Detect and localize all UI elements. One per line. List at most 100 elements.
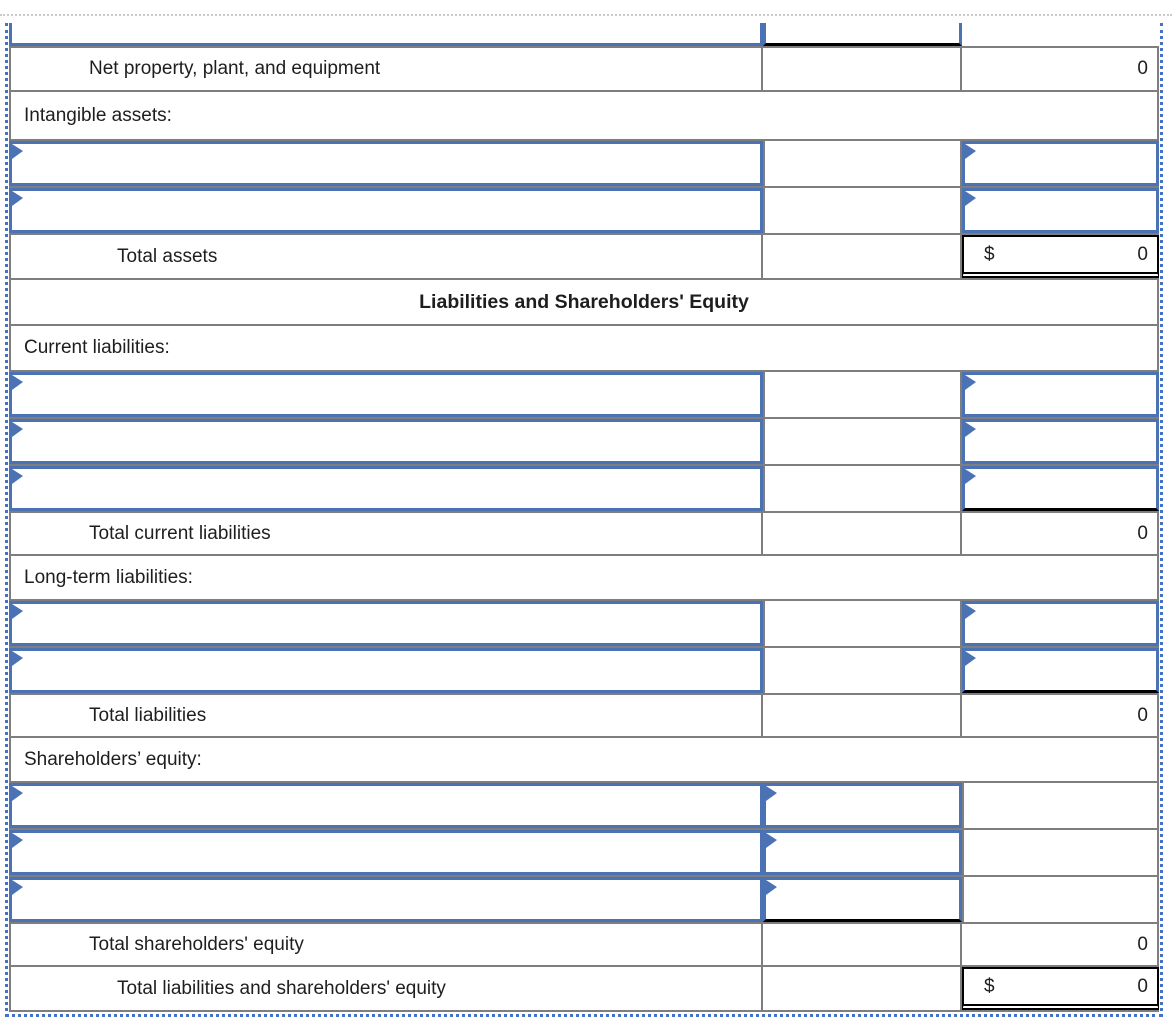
dropdown-flag-icon [12,191,23,206]
amount-input-cell[interactable] [962,372,1159,417]
section-header-label: Long-term liabilities: [9,556,1159,599]
account-select-cell[interactable] [9,601,763,646]
table-row-net-ppe: Net property, plant, and equipment 0 [9,48,1159,92]
dropdown-flag-icon [965,651,976,666]
dropdown-flag-icon [965,144,976,159]
amount-input-cell[interactable] [763,877,962,922]
row-label: Net property, plant, and equipment [9,48,763,90]
account-select-cell[interactable] [9,648,763,693]
dropdown-flag-icon [12,880,23,895]
table-row-current-liab-input-2 [9,419,1159,466]
amount-input-cell[interactable] [962,419,1159,464]
account-select-cell[interactable] [9,141,763,186]
section-header-label: Current liabilities: [9,326,1159,370]
table-row-total-current-liabilities: Total current liabilities 0 [9,513,1159,556]
amount-input-cell[interactable] [962,141,1159,186]
empty-cell [962,23,1159,46]
spacer-cell [763,967,962,1010]
amount-input-cell[interactable] [763,783,962,828]
account-select-cell[interactable] [9,466,763,511]
dropdown-flag-icon [12,651,23,666]
spacer-cell [962,783,1159,828]
table-row-total-liabilities-and-equity: Total liabilities and shareholders' equi… [9,967,1159,1012]
account-select-cell[interactable] [9,188,763,233]
value-cell: 0 [962,695,1159,736]
table-row-current-liab-input-1 [9,372,1159,419]
worksheet-selection-area: Net property, plant, and equipment 0 Int… [5,23,1163,1017]
table-row-shareholders-equity-header: Shareholders’ equity: [9,738,1159,783]
currency-symbol: $ [984,975,995,997]
spacer-cell [763,235,962,278]
table-row-equity-input-2 [9,830,1159,877]
spacer-cell [763,601,962,646]
table-row-equity-input-1 [9,783,1159,830]
account-select-cell[interactable] [9,419,763,464]
table-row-total-assets: Total assets $ 0 [9,235,1159,280]
account-select-cell[interactable] [9,23,763,46]
dropdown-flag-icon [12,422,23,437]
dropdown-flag-icon [766,880,777,895]
table-row-total-shareholders-equity: Total shareholders' equity 0 [9,924,1159,967]
dropdown-flag-icon [766,833,777,848]
spacer-cell [763,466,962,511]
table-row-total-liabilities: Total liabilities 0 [9,695,1159,738]
table-row-intangible-input-2 [9,188,1159,235]
dropdown-flag-icon [12,469,23,484]
value-text: 0 [1137,243,1148,265]
dropdown-flag-icon [965,469,976,484]
amount-input-cell[interactable] [962,188,1159,233]
spacer-cell [763,924,962,965]
account-select-cell[interactable] [9,830,763,875]
amount-input-cell[interactable] [962,466,1159,511]
statement-section-title: Liabilities and Shareholders' Equity [9,280,1159,324]
table-row-ppe-partial [9,23,1159,48]
value-cell: 0 [962,924,1159,965]
row-label: Total liabilities and shareholders' equi… [9,967,763,1010]
table-row-long-term-liabilities-header: Long-term liabilities: [9,556,1159,601]
dropdown-flag-icon [12,144,23,159]
dropdown-flag-icon [965,375,976,390]
table-row-longterm-input-1 [9,601,1159,648]
spacer-cell [763,188,962,233]
dropdown-flag-icon [965,191,976,206]
dropdown-flag-icon [12,786,23,801]
grand-total-cell: $ 0 [962,967,1159,1010]
row-label: Total liabilities [9,695,763,736]
dropdown-flag-icon [766,786,777,801]
amount-input-cell[interactable] [962,648,1159,693]
spacer-cell [962,877,1159,922]
value-text: 0 [1137,975,1148,997]
spacer-cell [763,141,962,186]
account-select-cell[interactable] [9,783,763,828]
amount-input-cell[interactable] [763,830,962,875]
dropdown-flag-icon [12,375,23,390]
spacer-cell [763,372,962,417]
value-cell: 0 [962,48,1159,90]
section-header-label: Shareholders’ equity: [9,738,1159,781]
dropdown-flag-icon [12,833,23,848]
section-header-label: Intangible assets: [9,92,1159,139]
spacer-cell [763,513,962,554]
account-select-cell[interactable] [9,877,763,922]
table-row-current-liab-input-3 [9,466,1159,513]
amount-input-cell[interactable] [962,601,1159,646]
spacer-cell [962,830,1159,875]
table-row-intangible-header: Intangible assets: [9,92,1159,141]
spacer-cell [763,419,962,464]
row-label: Total assets [9,235,763,278]
row-label: Total shareholders' equity [9,924,763,965]
amount-input-cell[interactable] [763,23,962,46]
dropdown-flag-icon [965,604,976,619]
table-row-current-liabilities-header: Current liabilities: [9,326,1159,372]
dropdown-flag-icon [965,422,976,437]
table-row-longterm-input-2 [9,648,1159,695]
account-select-cell[interactable] [9,372,763,417]
value-cell: 0 [962,513,1159,554]
spacer-cell [763,648,962,693]
spacer-cell [763,695,962,736]
cut-off-gridline [0,14,1172,16]
table-row-liabilities-equity-header: Liabilities and Shareholders' Equity [9,280,1159,326]
grand-total-cell: $ 0 [962,235,1159,278]
currency-symbol: $ [984,243,995,265]
